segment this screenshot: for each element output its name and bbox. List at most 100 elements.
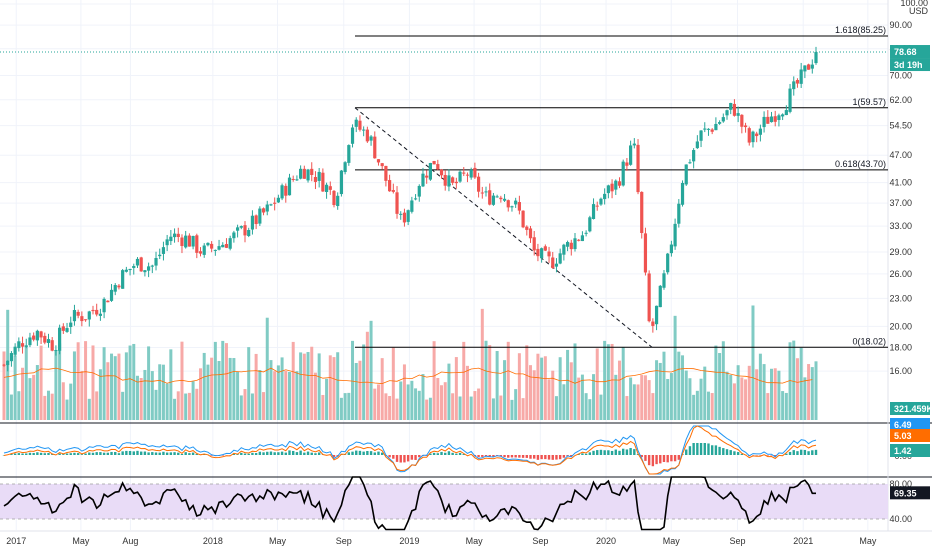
macd-histogram-bar: [243, 453, 247, 455]
volume-bar: [491, 398, 495, 420]
candle-body: [525, 226, 529, 230]
candle-body: [465, 174, 470, 176]
volume-bar: [736, 365, 740, 420]
macd-histogram-bar: [525, 455, 528, 458]
candle-body: [755, 133, 759, 137]
candle-body: [65, 328, 69, 332]
volume-bar: [306, 352, 310, 420]
candle-body: [710, 129, 714, 132]
candle-body: [714, 123, 718, 131]
candle-body: [20, 343, 25, 347]
macd-histogram-bar: [707, 443, 710, 455]
candle-body: [654, 305, 659, 325]
volume-bar: [191, 381, 195, 420]
volume-bar: [662, 351, 666, 420]
volume-bar: [543, 356, 547, 420]
macd-histogram-bar: [692, 443, 695, 455]
macd-histogram-bar: [299, 450, 302, 455]
rsi-axis-tick: 40.00: [889, 514, 912, 524]
volume-bar: [269, 360, 273, 420]
macd-histogram-bar: [621, 448, 625, 455]
candle-body: [810, 64, 814, 69]
time-tick: May: [72, 536, 90, 546]
time-tick: 2017: [6, 536, 26, 546]
volume-bar: [506, 341, 510, 420]
candle-body: [614, 180, 618, 190]
macd-histogram-bar: [607, 450, 610, 455]
volume-layer: [2, 305, 818, 420]
macd-histogram-bar: [670, 455, 673, 462]
candle-body: [284, 185, 288, 196]
candle-body: [35, 330, 39, 341]
volume-bar: [425, 399, 429, 420]
macd-histogram-bar: [503, 455, 506, 458]
last-price-badge: 78.68: [894, 47, 917, 57]
macd-histogram-bar: [317, 452, 321, 455]
volume-bar: [210, 357, 214, 420]
candle-body: [695, 141, 699, 149]
candle-body: [324, 184, 329, 192]
candle-body: [228, 238, 232, 249]
rsi-pane: [0, 476, 888, 531]
candle-body: [362, 129, 366, 131]
macd-histogram-bar: [688, 446, 692, 455]
volume-bar: [421, 374, 425, 420]
volume-bar: [540, 357, 544, 420]
macd-histogram-bar: [451, 452, 454, 455]
fibonacci-retracement[interactable]: 1.618(85.25) 1(59.57) 0.618(43.70) 0(18.02): [354, 25, 888, 348]
volume-bar: [773, 368, 777, 420]
candle-body: [61, 326, 65, 331]
macd-histogram-bar: [43, 453, 46, 455]
candle-body: [354, 119, 358, 127]
macd-histogram-bar: [562, 455, 566, 458]
candle-body: [514, 200, 518, 205]
candle-body: [803, 65, 807, 72]
candle-body: [540, 248, 544, 259]
price-tick: 41.00: [889, 178, 912, 188]
candle-body: [150, 265, 154, 267]
volume-bar: [451, 393, 455, 420]
macd-histogram-bar: [592, 450, 595, 455]
candle-body: [562, 244, 566, 255]
candlestick-series: [0, 46, 888, 372]
candle-body: [717, 122, 722, 124]
macd-histogram-bar: [102, 452, 106, 455]
candle-body: [169, 236, 173, 242]
macd-histogram-bar: [718, 446, 721, 455]
macd-histogram-bar: [58, 453, 61, 455]
volume-bar: [313, 372, 317, 420]
candle-body: [369, 136, 373, 141]
time-tick: 2021: [793, 536, 813, 546]
candle-body: [98, 313, 103, 316]
candle-body: [95, 309, 99, 315]
volume-bar: [766, 393, 770, 420]
candle-body: [365, 129, 369, 142]
macd-histogram-bar: [514, 455, 517, 458]
candle-body: [69, 322, 73, 328]
candle-body: [376, 159, 381, 163]
candle-body: [773, 116, 777, 122]
macd-histogram-bar: [51, 454, 54, 455]
candle-body: [751, 131, 755, 143]
candle-body: [132, 266, 136, 268]
macd-histogram-bar: [766, 455, 769, 456]
candle-body: [347, 145, 351, 163]
macd-histogram-bar: [785, 453, 788, 455]
volume-bar: [213, 341, 217, 420]
candle-body: [250, 215, 255, 230]
volume-bar: [440, 385, 444, 420]
macd-histogram-bar: [770, 455, 773, 456]
macd-histogram-bar: [76, 453, 80, 455]
volume-bar: [410, 380, 414, 420]
candle-body: [391, 190, 395, 192]
volume-bar: [718, 353, 722, 420]
volume-bar: [232, 358, 236, 420]
macd-histogram-bar: [10, 454, 13, 455]
volume-bar: [224, 343, 228, 420]
candle-body: [662, 273, 666, 288]
time-axis[interactable]: 2017 May Aug 2018 May Sep 2019 May Sep 2020 May Sep…: [6, 536, 877, 546]
volume-bar: [703, 366, 707, 420]
volume-bar: [310, 346, 314, 420]
